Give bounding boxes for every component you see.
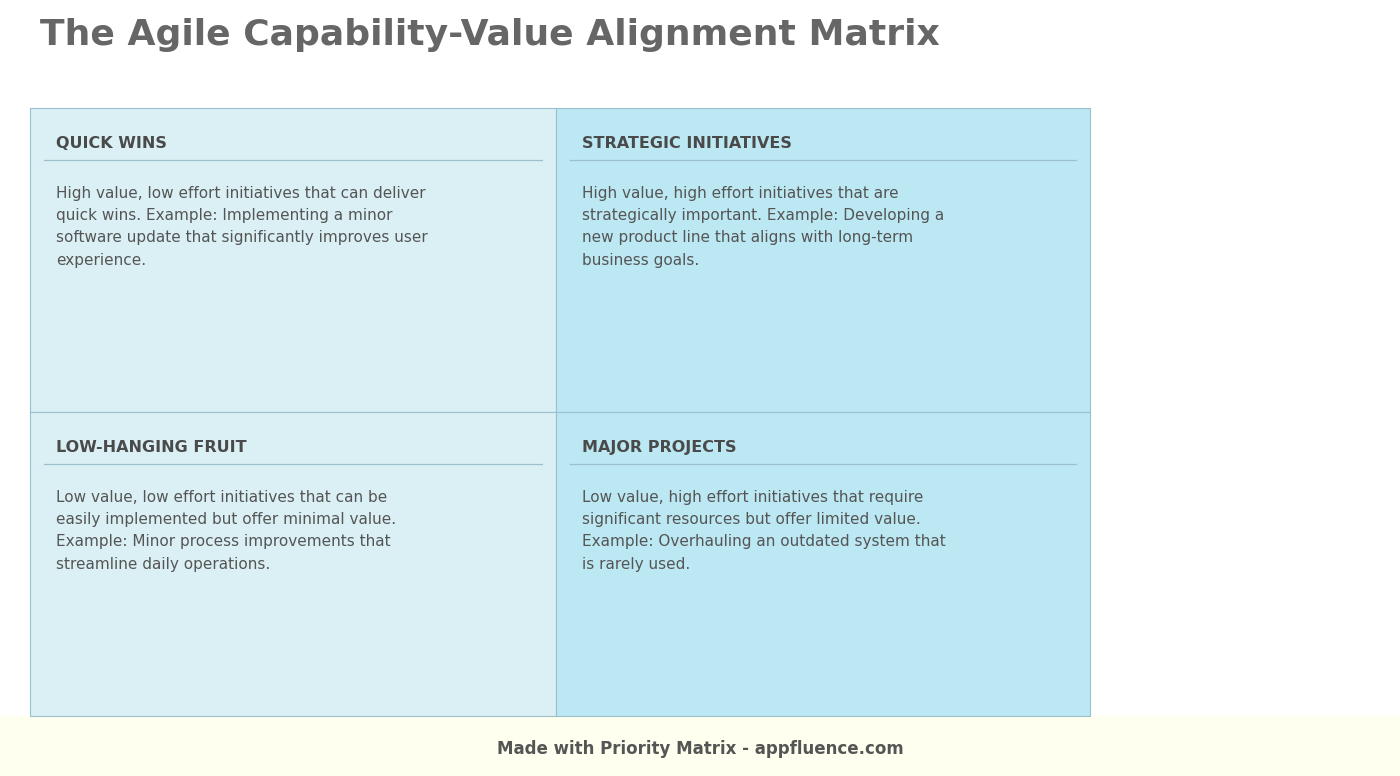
Bar [29, 412, 556, 716]
Text: The Agile Capability-Value Alignment Matrix: The Agile Capability-Value Alignment Mat… [41, 18, 939, 52]
Bar [29, 108, 556, 412]
Text: Made with Priority Matrix - appfluence.com: Made with Priority Matrix - appfluence.c… [497, 740, 903, 758]
Text: STRATEGIC INITIATIVES: STRATEGIC INITIATIVES [582, 136, 792, 151]
Text: Low value, high effort initiatives that require
significant resources but offer : Low value, high effort initiatives that … [582, 490, 946, 572]
Text: QUICK WINS: QUICK WINS [56, 136, 167, 151]
Bar [556, 412, 1091, 716]
Bar [556, 108, 1091, 412]
Text: MAJOR PROJECTS: MAJOR PROJECTS [582, 440, 736, 455]
Text: High value, low effort initiatives that can deliver
quick wins. Example: Impleme: High value, low effort initiatives that … [56, 186, 428, 268]
Text: High value, high effort initiatives that are
strategically important. Example: D: High value, high effort initiatives that… [582, 186, 944, 268]
Text: Low value, low effort initiatives that can be
easily implemented but offer minim: Low value, low effort initiatives that c… [56, 490, 396, 572]
Text: LOW-HANGING FRUIT: LOW-HANGING FRUIT [56, 440, 246, 455]
